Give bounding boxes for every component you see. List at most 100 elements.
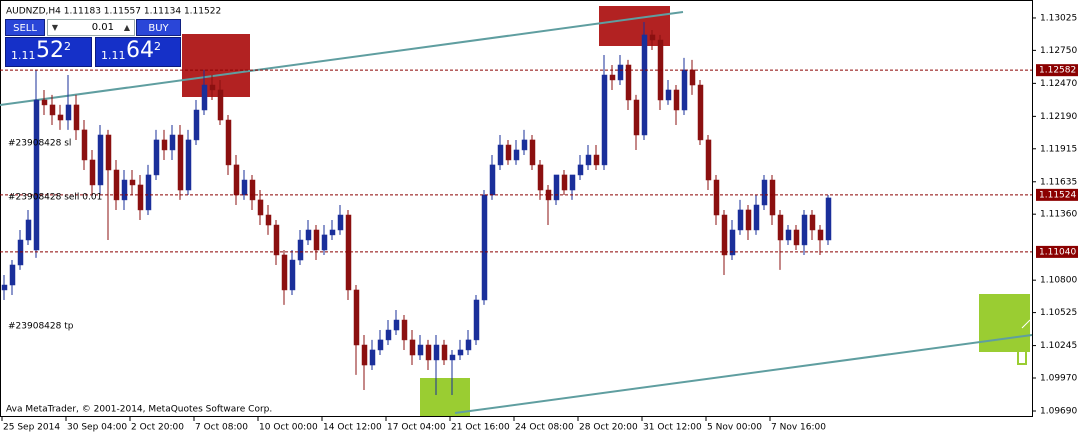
candle-body — [145, 174, 152, 211]
candle-body — [697, 84, 704, 141]
lot-field[interactable]: ▼ 0.01 ▲ — [47, 19, 135, 36]
candle-body — [185, 139, 192, 191]
arrow-icon — [1017, 352, 1027, 365]
candle-body — [121, 179, 128, 201]
candle-body — [273, 224, 280, 256]
price-label: 1.12582 — [1039, 66, 1076, 76]
order-tag: #23908428 sl — [8, 139, 71, 149]
candle-body — [161, 139, 168, 151]
candle-body — [377, 339, 384, 351]
candle-body — [793, 229, 800, 246]
candle-body — [393, 319, 400, 331]
y-tick-label: 1.11635 — [1040, 177, 1077, 187]
x-tick-label: 7 Nov 16:00 — [771, 423, 826, 433]
x-tick-label: 31 Oct 12:00 — [643, 423, 702, 433]
candle-body — [297, 239, 304, 261]
candle-body — [609, 74, 616, 81]
candle-body — [369, 349, 376, 366]
bid-price[interactable]: 1.11 52 2 — [5, 37, 92, 67]
candle-body — [89, 159, 96, 186]
candle-body — [265, 214, 272, 226]
lot-down[interactable]: ▼ — [51, 23, 59, 32]
price-label-box — [1036, 64, 1078, 77]
candle-body — [129, 179, 136, 186]
zone-rect — [420, 378, 470, 416]
candle-body — [329, 229, 336, 236]
candle-body — [769, 179, 776, 216]
candle-body — [713, 179, 720, 216]
candle-body — [705, 139, 712, 181]
y-tick-label: 1.09970 — [1040, 373, 1077, 383]
candle-body — [25, 219, 32, 241]
y-tick-label: 1.11360 — [1040, 210, 1077, 220]
candle-body — [649, 34, 656, 41]
x-tick-label: 28 Oct 20:00 — [579, 423, 638, 433]
x-tick-label: 14 Oct 12:00 — [323, 423, 382, 433]
candle-body — [457, 349, 464, 356]
y-tick-label: 1.10245 — [1040, 341, 1077, 351]
candle-body — [417, 344, 424, 356]
candle-body — [113, 169, 120, 201]
candle-body — [401, 319, 408, 341]
candle-body — [281, 254, 288, 291]
candle-body — [497, 144, 504, 166]
candle-body — [241, 179, 248, 196]
candle-body — [761, 179, 768, 206]
x-tick-label: 30 Sep 04:00 — [67, 423, 127, 433]
candle-body — [81, 129, 88, 161]
lot-value: 0.01 — [91, 22, 114, 33]
candle-body — [225, 119, 232, 166]
candle-body — [537, 164, 544, 191]
bid-big: 52 — [36, 38, 64, 63]
candle-body — [481, 194, 488, 301]
candle-body — [689, 69, 696, 86]
candle-body — [73, 104, 80, 131]
candle-body — [449, 354, 456, 361]
candle-body — [673, 89, 680, 111]
candle-body — [737, 209, 744, 231]
arrow-icon — [1021, 319, 1031, 329]
candle-body — [641, 34, 648, 136]
sell-button[interactable]: SELL — [5, 19, 45, 36]
price-label: 1.11040 — [1039, 247, 1076, 257]
buy-button[interactable]: BUY — [136, 19, 181, 36]
y-tick-label: 1.11915 — [1040, 144, 1077, 154]
candle-body — [817, 229, 824, 241]
candle-body — [585, 154, 592, 166]
candle-body — [361, 344, 368, 366]
x-tick-label: 24 Oct 08:00 — [515, 423, 574, 433]
footer: Ava MetaTrader, © 2001-2014, MetaQuotes … — [6, 405, 272, 415]
candle-body — [617, 64, 624, 81]
candle-body — [809, 214, 816, 231]
trend-line — [454, 334, 1033, 414]
candle-body — [305, 229, 312, 241]
candle-body — [425, 344, 432, 361]
ask-price[interactable]: 1.11 64 2 — [95, 37, 181, 67]
price-label: 1.11524 — [1039, 190, 1076, 200]
candle-body — [753, 204, 760, 231]
candle-body — [745, 209, 752, 231]
bid-small: 1.11 — [11, 49, 36, 62]
candle-body — [169, 134, 176, 151]
candle-body — [601, 74, 608, 166]
lot-up[interactable]: ▲ — [123, 23, 131, 32]
chart-title: AUDNZD,H4 1.11183 1.11557 1.11134 1.1152… — [6, 7, 221, 17]
candle-body — [489, 164, 496, 196]
candle-body — [209, 84, 216, 91]
x-tick-label: 25 Sep 2014 — [3, 423, 60, 433]
candle-body — [233, 164, 240, 196]
candle-body — [569, 174, 576, 191]
candle-body — [385, 329, 392, 341]
ask-small: 1.11 — [101, 49, 126, 62]
candle-body — [105, 134, 112, 171]
order-tag: #23908428 tp — [8, 322, 74, 332]
candle-body — [9, 264, 16, 286]
candle-body — [681, 69, 688, 111]
ask-big: 64 — [126, 38, 154, 63]
x-tick-label: 10 Oct 00:00 — [259, 423, 318, 433]
candle-body — [665, 89, 672, 101]
candle-body — [441, 344, 448, 361]
candle-body — [593, 154, 600, 166]
candle-body — [177, 134, 184, 191]
